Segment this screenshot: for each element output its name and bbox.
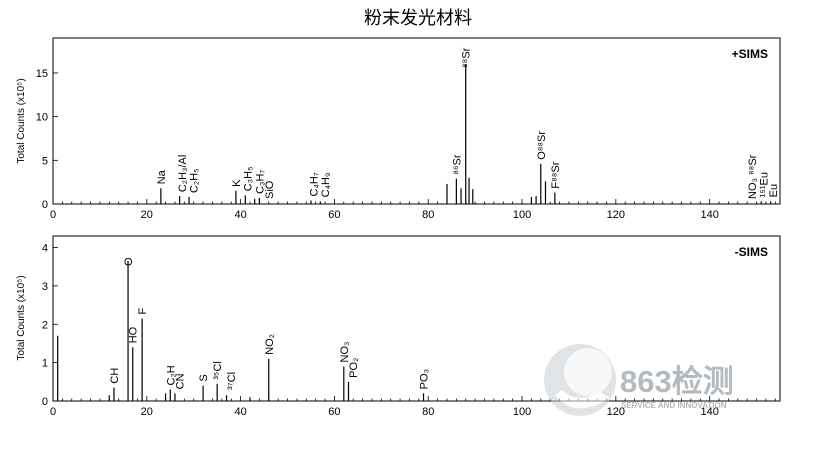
watermark-brand-text: 863检测 xyxy=(620,364,734,399)
positive-sims-panel: +SIMS Total Counts (x10⁵) 0 20 40 60 80 100 12… xyxy=(16,37,781,221)
x-tick-label: 20 xyxy=(141,406,153,418)
peak-label: SiO xyxy=(264,180,276,199)
negative-y-axis-label: Total Counts (x10⁵) xyxy=(16,275,27,360)
peak-label: O xyxy=(123,257,135,266)
negative-sims-panel: -SIMS Total Counts (x10⁵) 0 20 40 60 80 100 12… xyxy=(16,235,781,418)
x-tick-label: 80 xyxy=(422,209,434,221)
peak-label: CH xyxy=(109,368,121,384)
y-tick-label: 1 xyxy=(42,358,48,370)
x-tick-label: 140 xyxy=(700,209,718,221)
peak-label: F⁸⁸Sr xyxy=(550,161,562,188)
x-tick-label: 0 xyxy=(50,406,56,418)
peak-label: O⁸⁸Sr xyxy=(536,131,548,160)
x-tick-label: 20 xyxy=(141,209,153,221)
peak-label: NO₃ xyxy=(339,341,351,362)
positive-tick-group: 0 20 40 60 80 100 120 140 0 5 10 15 xyxy=(36,68,776,221)
peak-label: PO₂ xyxy=(348,358,360,378)
peak-label: CN xyxy=(175,373,187,389)
peak-label: K xyxy=(231,179,243,187)
peak-label: F xyxy=(137,308,149,315)
x-tick-label: 120 xyxy=(607,406,625,418)
negative-tick-group: 0 20 40 60 80 100 120 140 0 1 2 3 4 xyxy=(42,243,776,418)
positive-mode-tag: +SIMS xyxy=(732,47,768,61)
y-tick-label: 15 xyxy=(36,68,48,80)
negative-plot-frame xyxy=(52,235,781,402)
y-tick-label: 4 xyxy=(42,243,48,255)
x-tick-label: 100 xyxy=(513,406,531,418)
negative-peak-group xyxy=(57,260,425,401)
x-tick-label: 120 xyxy=(607,209,625,221)
peak-label: Eu xyxy=(768,184,780,197)
y-tick-label: 2 xyxy=(42,319,48,331)
watermark-tagline: SERVICE AND INNOVATION xyxy=(621,401,727,410)
watermark-logo-icon xyxy=(544,344,616,416)
peak-label: C₂H xyxy=(165,365,177,385)
y-tick-label: 0 xyxy=(42,199,48,211)
positive-peak-group xyxy=(160,64,772,204)
peak-label: C₄H₇ xyxy=(308,172,320,196)
y-tick-label: 5 xyxy=(42,155,48,167)
y-tick-label: 3 xyxy=(42,281,48,293)
peak-label: ⁸⁶Sr xyxy=(451,154,463,175)
peak-label: C₂H₃/Al xyxy=(177,155,189,192)
positive-plot-frame xyxy=(52,37,781,205)
x-tick-label: 80 xyxy=(422,406,434,418)
peak-label: C₄H₉ xyxy=(320,173,332,198)
x-tick-label: 60 xyxy=(328,209,340,221)
chart-title: 粉末发光材料 xyxy=(364,8,472,29)
peak-label: ³⁵Cl xyxy=(212,361,224,380)
peak-label: S xyxy=(198,374,210,381)
peak-label: C₃H₅ xyxy=(243,166,255,191)
peak-label: C₂H₅ xyxy=(189,168,201,193)
x-tick-label: 40 xyxy=(234,406,246,418)
peak-label: NO₂ xyxy=(264,334,276,355)
peak-label: Na xyxy=(156,169,168,184)
y-tick-label: 0 xyxy=(42,396,48,408)
peak-label: PO₃ xyxy=(419,369,431,389)
x-tick-label: 60 xyxy=(328,406,340,418)
negative-mode-tag: -SIMS xyxy=(735,245,768,259)
x-tick-label: 140 xyxy=(700,406,718,418)
peak-label: ¹⁵¹Eu xyxy=(759,172,771,197)
watermark: 863检测 SERVICE AND INNOVATION xyxy=(544,344,734,416)
peak-label: ³⁷Cl xyxy=(226,372,238,390)
peak-label: NO₃ ⁸⁸Sr xyxy=(747,154,759,199)
positive-y-axis-label: Total Counts (x10⁵) xyxy=(16,78,27,163)
x-tick-label: 100 xyxy=(513,209,531,221)
peak-label: C₃H₇ xyxy=(254,170,266,194)
peak-label: HO xyxy=(128,326,140,343)
x-tick-label: 40 xyxy=(234,209,246,221)
peak-label: ⁸⁸Sr xyxy=(461,47,473,68)
x-tick-label: 0 xyxy=(50,209,56,221)
y-tick-label: 10 xyxy=(36,112,48,124)
